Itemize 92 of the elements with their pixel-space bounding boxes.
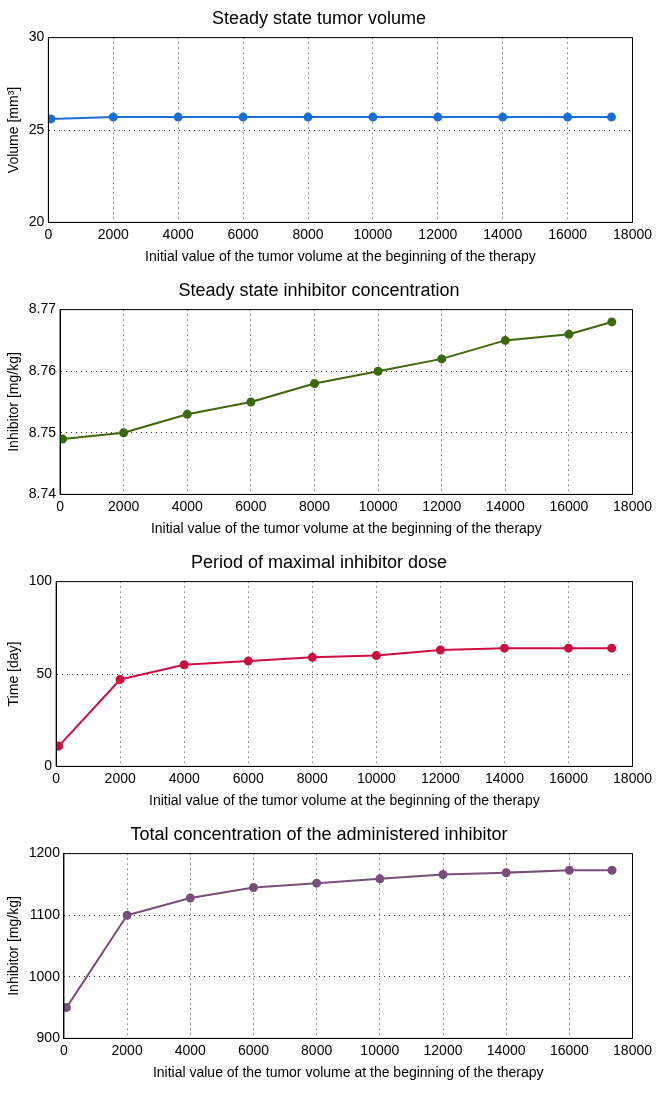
point: [607, 643, 617, 653]
point: [438, 870, 448, 880]
x-tick-label: 8000: [296, 769, 329, 786]
x-axis-title: Initial value of the tumor volume at the beginning of the therapy: [150, 520, 542, 537]
x-tick-label: 4000: [162, 225, 194, 242]
y-tick-label: 100: [28, 572, 53, 589]
y-axis-title: Inhibitor [mg/kg]: [5, 896, 22, 996]
x-tick-label: 4000: [168, 769, 201, 786]
x-tick-label: 6000: [237, 1041, 270, 1058]
point: [501, 868, 511, 878]
y-tick-label: 8.74: [28, 485, 57, 502]
x-tick-label: 14000: [484, 769, 525, 786]
x-tick-label: 12000: [420, 769, 461, 786]
point: [375, 874, 385, 884]
point: [307, 652, 317, 662]
point: [115, 675, 125, 685]
x-tick-label: 12000: [422, 497, 462, 514]
y-tick-label: 50: [36, 664, 53, 681]
point: [607, 317, 617, 327]
x-tick-label: 16000: [548, 225, 588, 242]
y-axis-title: Volume [mm³]: [5, 86, 22, 174]
point: [63, 1003, 71, 1013]
x-tick-label: 8000: [298, 497, 331, 514]
x-tick-label: 16000: [549, 769, 589, 786]
x-tick-label: 10000: [356, 769, 397, 786]
point: [60, 434, 68, 444]
point: [309, 379, 319, 389]
point: [500, 335, 510, 345]
point: [437, 354, 447, 364]
point: [122, 910, 132, 920]
point: [248, 882, 258, 892]
y-tick-label: 25: [28, 120, 45, 137]
y-tick-label: 8.76: [28, 362, 57, 379]
y-tick-label: 0: [44, 757, 53, 774]
chart-title: Period of maximal inhibitor dose: [190, 551, 448, 572]
x-tick-label: 18000: [613, 769, 653, 786]
x-tick-label: 16000: [549, 497, 589, 514]
x-tick-label: 8000: [301, 1041, 333, 1058]
x-tick-label: 18000: [613, 225, 653, 242]
y-tick-label: 1000: [28, 967, 61, 984]
point: [499, 643, 509, 653]
x-tick-label: 14000: [485, 497, 525, 514]
y-tick-label: 8.77: [28, 300, 57, 317]
x-tick-label: 16000: [549, 1041, 590, 1058]
chart-title: Steady state tumor volume: [211, 7, 427, 28]
point: [564, 865, 574, 875]
y-tick-label: 20: [28, 213, 45, 230]
point: [564, 329, 574, 339]
x-tick-label: 4000: [174, 1041, 207, 1058]
point: [182, 409, 192, 419]
x-axis-title: Initial value of the tumor volume at the beginning of the therapy: [149, 792, 540, 809]
point: [435, 645, 445, 655]
point: [119, 428, 129, 438]
x-tick-label: 8000: [292, 225, 324, 242]
y-tick-label: 8.75: [28, 423, 57, 440]
y-tick-label: 900: [36, 1029, 61, 1046]
x-tick-label: 10000: [358, 497, 398, 514]
y-tick-label: 1200: [28, 844, 61, 861]
x-tick-label: 6000: [227, 225, 259, 242]
x-axis-title: Initial value of the tumor volume at the beginning of the therapy: [152, 1064, 544, 1081]
x-tick-label: 2000: [111, 1041, 143, 1058]
chart-title: Total concentration of the administered inhibitor: [130, 823, 508, 844]
x-tick-label: 2000: [104, 769, 136, 786]
point: [563, 643, 573, 653]
x-tick-label: 18000: [613, 497, 653, 514]
point: [371, 651, 381, 661]
x-tick-label: 4000: [171, 497, 204, 514]
point: [56, 741, 64, 751]
point: [179, 660, 189, 670]
y-axis-title: Time [day]: [5, 641, 22, 707]
x-tick-label: 14000: [486, 1041, 526, 1058]
x-tick-label: 2000: [108, 497, 140, 514]
point: [373, 366, 383, 376]
y-tick-label: 30: [28, 28, 45, 45]
x-tick-label: 14000: [483, 225, 523, 242]
point: [607, 865, 617, 875]
x-tick-label: 18000: [613, 1041, 653, 1058]
point: [243, 656, 253, 666]
x-tick-label: 12000: [423, 1041, 463, 1058]
point: [312, 878, 322, 888]
x-axis-title: Initial value of the tumor volume at the beginning of the therapy: [145, 248, 536, 265]
x-tick-label: 10000: [360, 1041, 400, 1058]
x-tick-label: 6000: [235, 497, 267, 514]
point: [185, 893, 195, 903]
point: [246, 397, 256, 407]
y-tick-label: 1100: [29, 906, 61, 923]
chart-title: Steady state inhibitor concentration: [178, 279, 460, 300]
x-tick-label: 12000: [418, 225, 458, 242]
y-axis-title: Inhibitor [mg/kg]: [5, 352, 22, 452]
x-tick-label: 10000: [353, 225, 393, 242]
x-tick-label: 6000: [232, 769, 265, 786]
x-tick-label: 2000: [97, 225, 130, 242]
